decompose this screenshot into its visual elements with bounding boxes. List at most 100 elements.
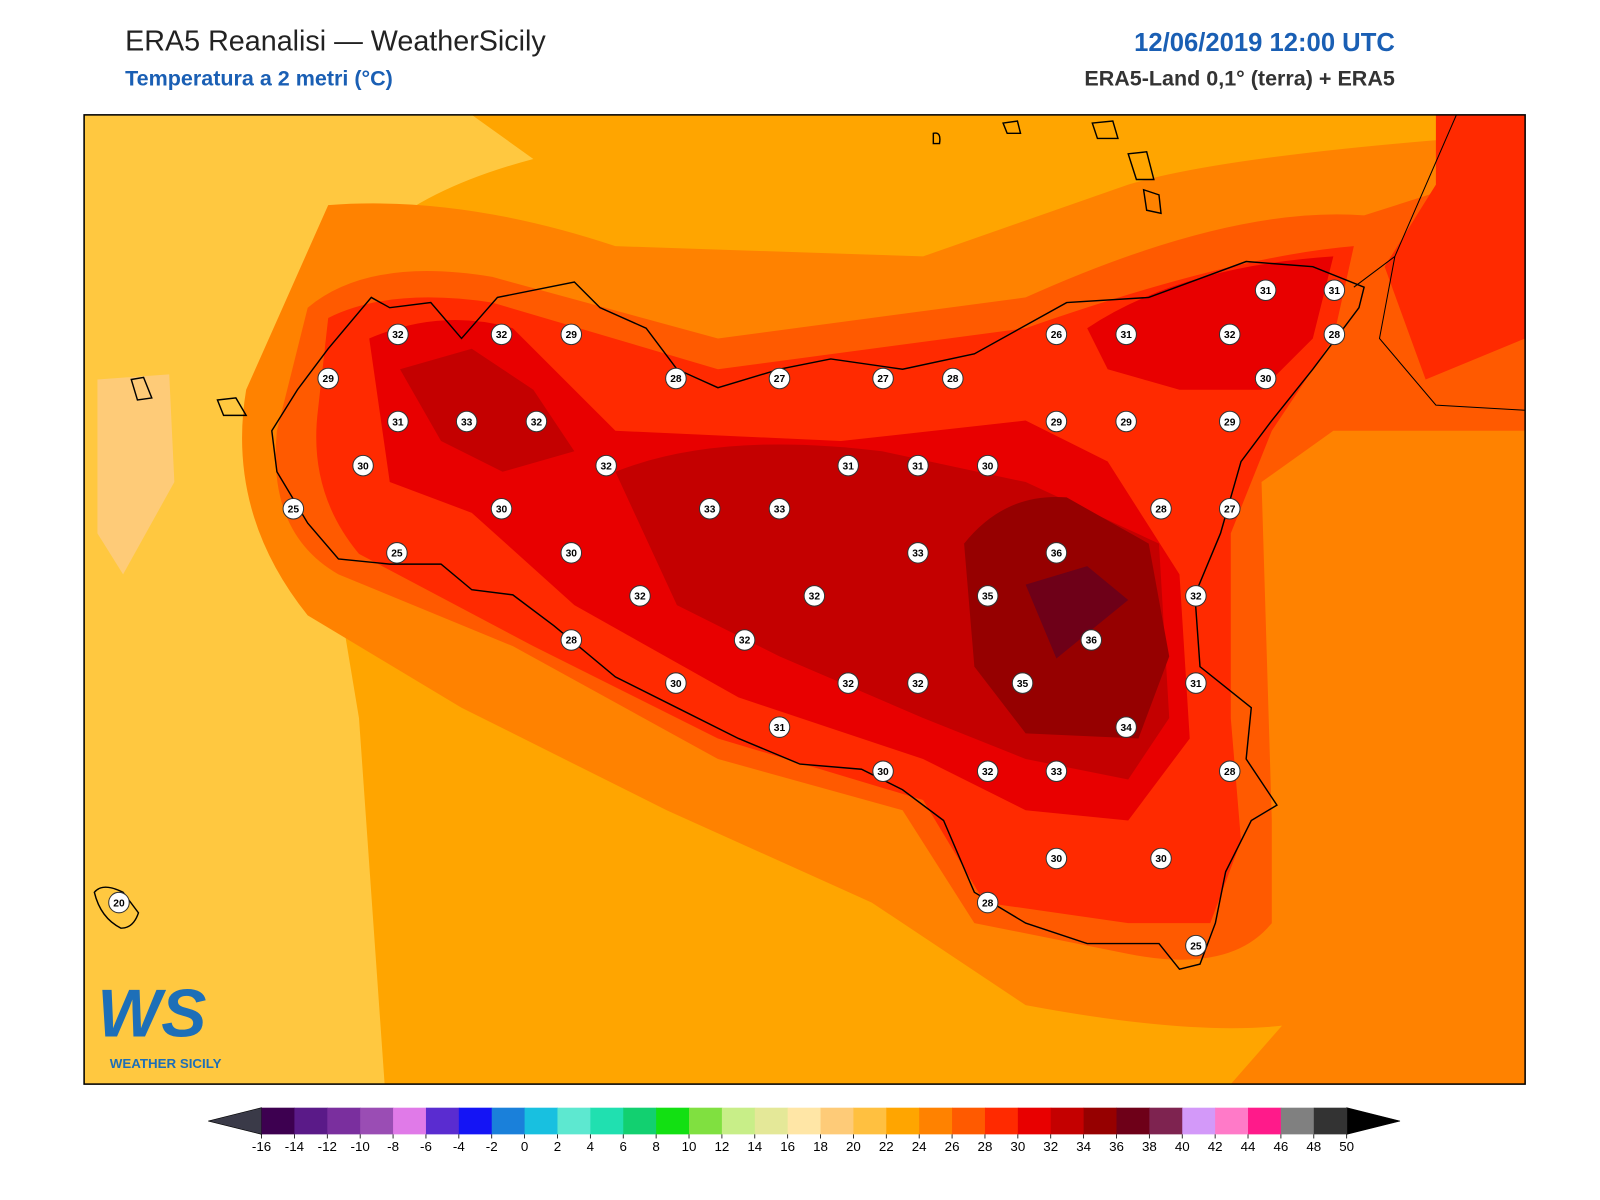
station: 28 bbox=[1323, 323, 1346, 346]
colorbar-box bbox=[360, 1107, 394, 1135]
colorbar-tick-label: 46 bbox=[1273, 1139, 1288, 1154]
station: 32 bbox=[1185, 585, 1207, 607]
colorbar-tick-label: 34 bbox=[1076, 1139, 1091, 1154]
station-value: 30 bbox=[357, 461, 369, 472]
stations: 32 32 29 29 31 33 32 30 25 30 32 25 30 28 27 27 28 26 31 32… bbox=[108, 279, 1346, 957]
station-marker bbox=[560, 629, 583, 651]
station-marker bbox=[560, 323, 583, 346]
station-marker bbox=[1218, 323, 1241, 346]
station-marker bbox=[872, 367, 894, 390]
colorbar-box bbox=[1182, 1107, 1216, 1135]
colorbar-tick-label: 28 bbox=[978, 1139, 993, 1154]
station: 27 bbox=[1218, 497, 1241, 520]
station-marker bbox=[490, 497, 513, 520]
colorbar-tick-label: 14 bbox=[747, 1139, 762, 1154]
colorbar-box bbox=[327, 1107, 361, 1135]
station-marker bbox=[976, 760, 999, 783]
colorbar-box bbox=[393, 1107, 427, 1135]
station-value: 33 bbox=[704, 504, 716, 515]
station-value: 29 bbox=[566, 330, 578, 341]
station-marker bbox=[386, 542, 408, 564]
colorbar-box bbox=[1149, 1107, 1183, 1135]
colorbar-box bbox=[984, 1107, 1019, 1135]
station: 27 bbox=[768, 367, 791, 390]
colorbar-tick-label: 36 bbox=[1109, 1139, 1124, 1154]
station-value: 32 bbox=[634, 592, 646, 603]
colorbar-tick-label: -12 bbox=[318, 1139, 337, 1154]
colorbar-tick-label: 4 bbox=[587, 1139, 595, 1154]
station-value: 31 bbox=[1329, 286, 1341, 297]
station: 33 bbox=[698, 497, 721, 520]
logo-mark: WS bbox=[97, 976, 206, 1051]
colorbar-tick-label: -2 bbox=[486, 1139, 498, 1154]
station-value: 30 bbox=[496, 504, 508, 515]
colorbar-box bbox=[491, 1107, 526, 1135]
station: 35 bbox=[976, 585, 999, 607]
station-value: 29 bbox=[323, 374, 335, 385]
station-marker bbox=[387, 410, 409, 433]
station-value: 33 bbox=[912, 549, 924, 560]
station: 32 bbox=[490, 323, 513, 346]
station-value: 28 bbox=[982, 898, 994, 909]
colorbar-tick-label: 8 bbox=[652, 1139, 659, 1154]
station: 32 bbox=[1218, 323, 1241, 346]
station: 30 bbox=[1254, 367, 1277, 390]
colorbar-box bbox=[787, 1107, 822, 1135]
station-marker bbox=[1045, 323, 1068, 346]
station-value: 31 bbox=[1190, 679, 1202, 690]
colorbar-over bbox=[1346, 1107, 1401, 1135]
station-value: 30 bbox=[877, 767, 889, 778]
colorbar-box bbox=[1083, 1107, 1118, 1135]
date: 12/06/2019 12:00 UTC bbox=[1134, 29, 1395, 57]
station-value: 33 bbox=[1051, 767, 1063, 778]
colorbar-tick-label: 2 bbox=[554, 1139, 561, 1154]
map-frame bbox=[83, 114, 1526, 1085]
station-marker bbox=[1115, 323, 1137, 346]
station-value: 28 bbox=[670, 374, 682, 385]
station-marker bbox=[733, 629, 756, 651]
colorbar-tick-label: 40 bbox=[1175, 1139, 1190, 1154]
colorbar-box bbox=[557, 1107, 591, 1135]
colorbar-box bbox=[590, 1107, 624, 1135]
station-marker bbox=[942, 367, 964, 390]
station: 35 bbox=[1011, 672, 1034, 694]
station: 25 bbox=[282, 497, 305, 520]
colorbar-tick-label: 6 bbox=[620, 1139, 627, 1154]
station: 29 bbox=[317, 367, 339, 390]
title: ERA5 Reanalisi — WeatherSicily bbox=[125, 26, 546, 58]
station-marker bbox=[1323, 279, 1346, 302]
source: ERA5-Land 0,1° (terra) + ERA5 bbox=[1084, 67, 1395, 91]
station-value: 35 bbox=[982, 592, 994, 603]
logo: WS WEATHER SICILY bbox=[97, 976, 221, 1071]
station-marker bbox=[1150, 497, 1172, 520]
colorbar-tick-label: 18 bbox=[813, 1139, 828, 1154]
colorbar-tick-label: 30 bbox=[1010, 1139, 1025, 1154]
colorbar-tick-label: 22 bbox=[879, 1139, 894, 1154]
colorbar-tick-label: -6 bbox=[420, 1139, 432, 1154]
station: 33 bbox=[768, 497, 791, 520]
station-value: 27 bbox=[877, 374, 889, 385]
station-marker bbox=[976, 454, 999, 477]
station-marker bbox=[907, 672, 929, 694]
station: 31 bbox=[837, 454, 859, 477]
station-value: 32 bbox=[982, 767, 994, 778]
station-value: 25 bbox=[1190, 941, 1202, 952]
station-marker bbox=[1150, 847, 1172, 870]
colorbar-box bbox=[689, 1107, 723, 1135]
station-value: 36 bbox=[1051, 549, 1063, 560]
station-value: 30 bbox=[1155, 854, 1167, 865]
station-marker bbox=[768, 716, 791, 738]
station: 20 bbox=[108, 891, 130, 914]
colorbar-tick-label: 12 bbox=[714, 1139, 729, 1154]
colorbar-box bbox=[886, 1107, 920, 1135]
station: 32 bbox=[907, 672, 929, 694]
station-marker bbox=[1323, 323, 1346, 346]
colorbar-tick-label: 50 bbox=[1339, 1139, 1354, 1154]
station: 31 bbox=[387, 410, 409, 433]
station-marker bbox=[698, 497, 721, 520]
station-marker bbox=[976, 585, 999, 607]
colorbar-box bbox=[1116, 1107, 1150, 1135]
station-marker bbox=[595, 454, 617, 477]
station-value: 35 bbox=[1017, 679, 1029, 690]
